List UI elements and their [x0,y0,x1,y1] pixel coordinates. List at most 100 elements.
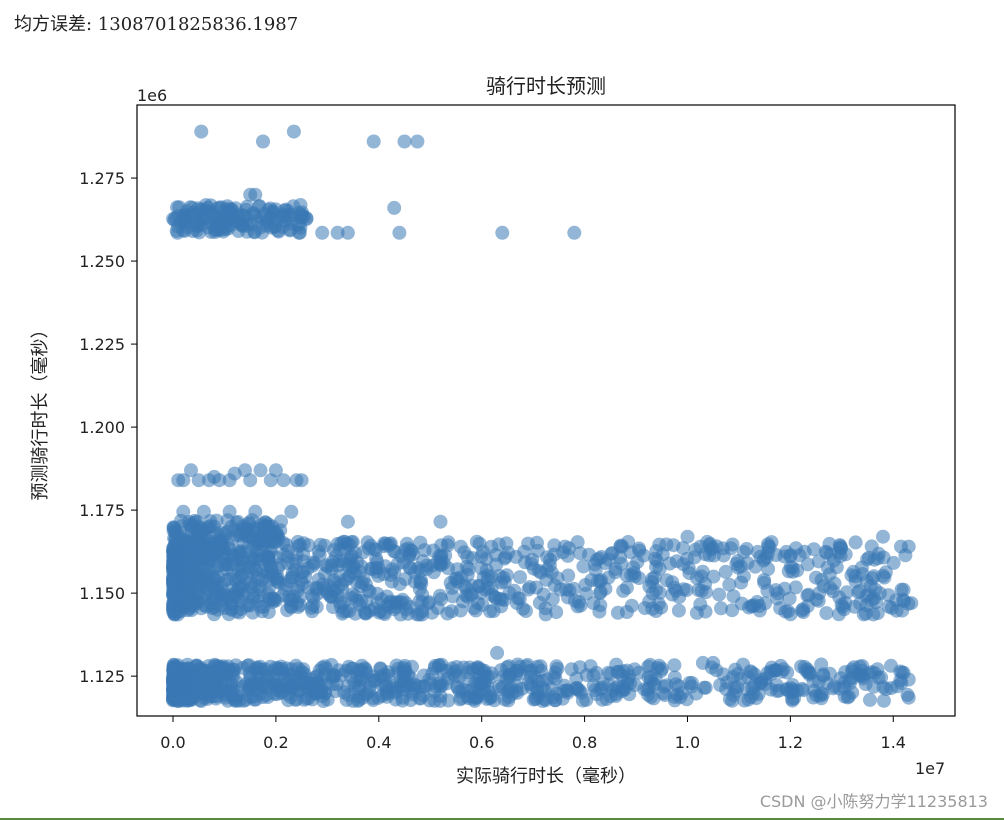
scatter-point [484,690,499,705]
scatter-point [576,559,591,574]
scatter-point [839,585,854,600]
scatter-point [393,678,408,693]
scatter-point [260,549,275,564]
scatter-point [268,202,283,217]
scatter-point [397,134,412,149]
scatter-point [177,223,192,238]
scatter-point [280,603,295,618]
scatter-point [486,604,501,618]
scatter-point [870,606,885,621]
scatter-point [291,661,306,676]
scatter-point [399,602,414,617]
scatter-point [630,555,645,570]
scatter-point [433,514,448,529]
scatter-point [572,660,587,675]
scatter-point [730,680,745,695]
watermark: CSDN @小陈努力学11235813 [759,792,988,811]
scatter-point [814,691,829,706]
scatter-point [295,577,310,591]
scatter-point [889,593,904,608]
scatter-point [206,208,221,223]
scatter-point [377,536,392,551]
scatter-point [374,688,389,703]
scatter-point [465,551,480,566]
scatter-point [510,657,525,672]
scatter-point [184,207,199,222]
scatter-point [166,683,181,698]
scatter-point [722,577,737,592]
y-tick-label: 1.275 [79,169,125,188]
scatter-point [259,534,274,549]
scatter-point [497,692,512,707]
scatter-point [713,678,728,692]
scatter-point [723,541,738,556]
scatter-point [490,645,505,660]
scatter-point [706,569,721,584]
scatter-point [652,658,666,673]
scatter-point [166,543,180,558]
scatter-point [197,670,212,685]
y-tick-label: 1.175 [79,501,125,520]
scatter-point [191,473,206,488]
scatter-point [748,559,763,574]
scatter-point [593,584,608,599]
scatter-point [829,560,844,575]
scatter-point [800,557,815,572]
scatter-point [901,672,916,687]
scatter-point [840,690,855,705]
x-axis-ticks: 0.0 0.2 0.4 0.6 0.8 1.0 1.2 1.4 [160,716,906,752]
scatter-point [718,564,733,579]
y-tick-label: 1.125 [79,667,125,686]
scatter-point [854,560,869,575]
scatter-point [589,665,604,680]
scatter-point [292,225,307,240]
scatter-point [260,522,275,537]
scatter-point [667,658,682,673]
scatter-point [642,579,657,594]
scatter-point [243,473,258,488]
scatter-point [468,603,483,618]
scatter-point [395,693,410,708]
scatter-point [499,568,514,583]
scatter-point [205,563,220,578]
scatter-point [831,607,846,622]
scatter-point [221,221,236,236]
scatter-point [502,668,517,683]
scatter-point [166,560,180,575]
scatter-point [560,548,575,563]
scatter-point [820,676,835,691]
scatter-point [449,571,464,586]
scatter-point [870,551,885,566]
scatter-point [204,588,219,602]
scatter-point [313,537,328,552]
scatter-point [270,574,285,589]
scatter-point [531,563,546,578]
scatter-point [344,548,359,563]
scatter-point [256,134,270,149]
scatter-points [166,124,919,708]
scatter-point [851,585,866,600]
scatter-point [613,538,628,553]
scatter-point [434,538,449,553]
scatter-point [760,545,775,560]
scatter-point [460,567,475,582]
scatter-point [413,535,428,550]
scatter-point [196,504,211,519]
scatter-point [333,599,348,614]
y-axis-ticks: 1.125 1.150 1.175 1.200 1.225 1.250 1.275 [79,169,137,686]
scatter-point [725,693,740,708]
scatter-point [397,667,411,682]
scatter-point [561,568,576,583]
scatter-point [367,674,382,688]
scatter-point [876,693,891,708]
scatter-point [699,585,713,600]
x-axis-label: 实际骑行时长（毫秒） [456,766,636,787]
scatter-point [392,225,407,240]
scatter-point [268,463,283,478]
scatter-point [204,224,218,239]
scatter-point [366,134,381,149]
scatter-point [838,595,853,610]
scatter-point [186,683,201,697]
scatter-point [167,658,181,673]
scatter-point [864,539,879,554]
